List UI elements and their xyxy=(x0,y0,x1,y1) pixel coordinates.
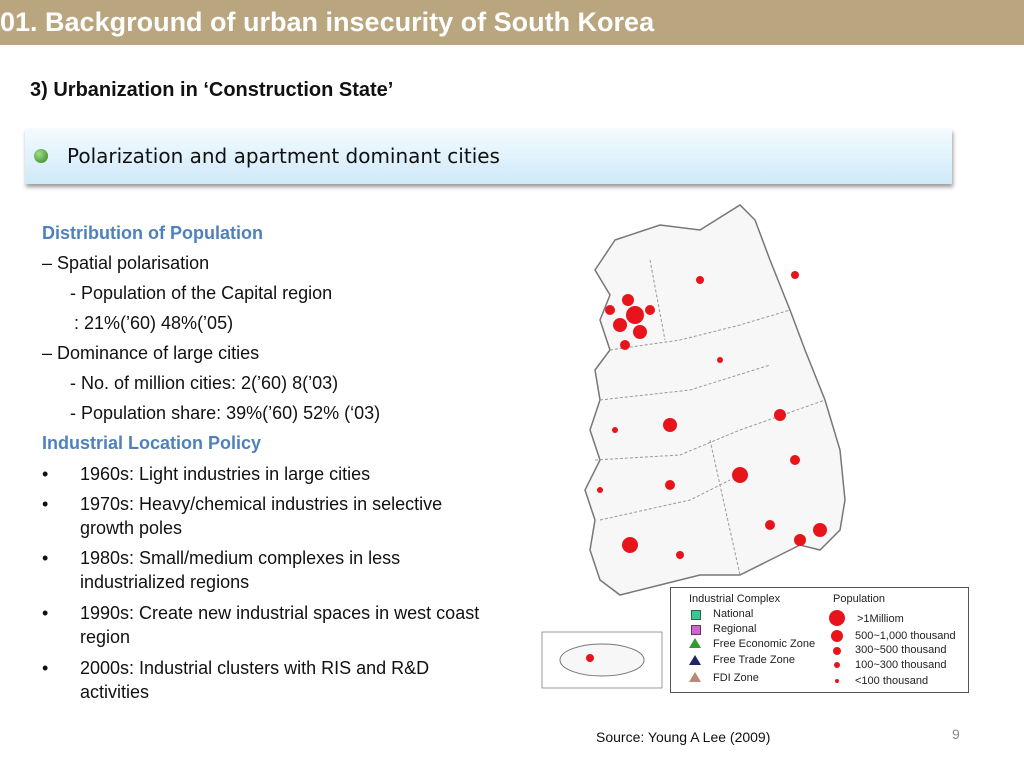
legend-swatch xyxy=(835,679,839,683)
body-line: – Dominance of large cities xyxy=(42,343,260,363)
bullet-text: 1970s: Heavy/chemical industries in sele… xyxy=(80,494,443,538)
legend-title: Population xyxy=(833,593,885,605)
legend-swatch xyxy=(833,647,841,655)
bullet-text: 2000s: Industrial clusters with RIS and … xyxy=(80,658,430,702)
legend-swatch xyxy=(691,625,701,635)
legend-swatch xyxy=(689,638,701,648)
jeju-outline xyxy=(559,643,645,677)
legend-item: National xyxy=(713,608,754,620)
page-number: 9 xyxy=(952,726,960,742)
source-note: Source: Young A Lee (2009) xyxy=(596,729,771,745)
bullet-item: 1980s: Small/medium complexes in less in… xyxy=(42,546,502,594)
bullet-text: 1990s: Create new industrial spaces in w… xyxy=(80,603,480,647)
legend-item: Free Trade Zone xyxy=(713,654,795,666)
legend-item: FDI Zone xyxy=(713,672,759,684)
body-line: : 21%(’60) 48%(’05) xyxy=(74,313,234,333)
banner: Polarization and apartment dominant citi… xyxy=(25,129,952,184)
body-line: - No. of million cities: 2(’60) 8(’03) xyxy=(70,373,339,393)
mainland-outline xyxy=(584,204,846,596)
bullet-icon xyxy=(34,149,48,163)
bullet-text: 1960s: Light industries in large cities xyxy=(80,464,371,484)
legend-swatch xyxy=(831,630,843,642)
province-borders xyxy=(594,259,826,576)
body-heading: Distribution of Population xyxy=(42,223,263,243)
legend-item: Regional xyxy=(713,623,757,635)
legend-item: Free Economic Zone xyxy=(713,638,816,650)
legend-swatch xyxy=(834,662,840,668)
legend-item: >1Milliom xyxy=(857,613,904,625)
legend-swatch xyxy=(689,672,701,682)
body-line: - Population share: 39%(’60) 52% (‘03) xyxy=(70,403,381,423)
city-marker xyxy=(586,654,594,662)
body-line: – Spatial polarisation xyxy=(42,253,210,273)
bullet-item: 1960s: Light industries in large cities xyxy=(42,462,462,486)
body-line: - Population of the Capital region xyxy=(70,283,333,303)
map xyxy=(541,204,846,689)
legend-item: 100~300 thousand xyxy=(855,659,947,671)
legend-swatch xyxy=(691,610,701,620)
legend-swatch xyxy=(829,610,845,626)
legend: Industrial Complex National Regional Fre… xyxy=(670,587,969,693)
legend-item: <100 thousand xyxy=(855,675,929,687)
legend-item: 300~500 thousand xyxy=(855,644,947,656)
legend-swatch xyxy=(689,655,701,665)
slide-title: 01. Background of urban insecurity of So… xyxy=(0,0,1024,45)
legend-item: 500~1,000 thousand xyxy=(855,630,956,642)
section-heading: 3) Urbanization in ‘Construction State’ xyxy=(30,79,394,101)
body-heading: Industrial Location Policy xyxy=(42,433,262,453)
bullet-text: 1980s: Small/medium complexes in less in… xyxy=(80,548,401,592)
bullet-item: 1970s: Heavy/chemical industries in sele… xyxy=(42,492,462,540)
legend-title: Industrial Complex xyxy=(689,593,781,605)
banner-text: Polarization and apartment dominant citi… xyxy=(67,144,500,168)
bullet-item: 1990s: Create new industrial spaces in w… xyxy=(42,601,482,649)
city-markers xyxy=(597,271,827,559)
bullet-item: 2000s: Industrial clusters with RIS and … xyxy=(42,656,482,704)
